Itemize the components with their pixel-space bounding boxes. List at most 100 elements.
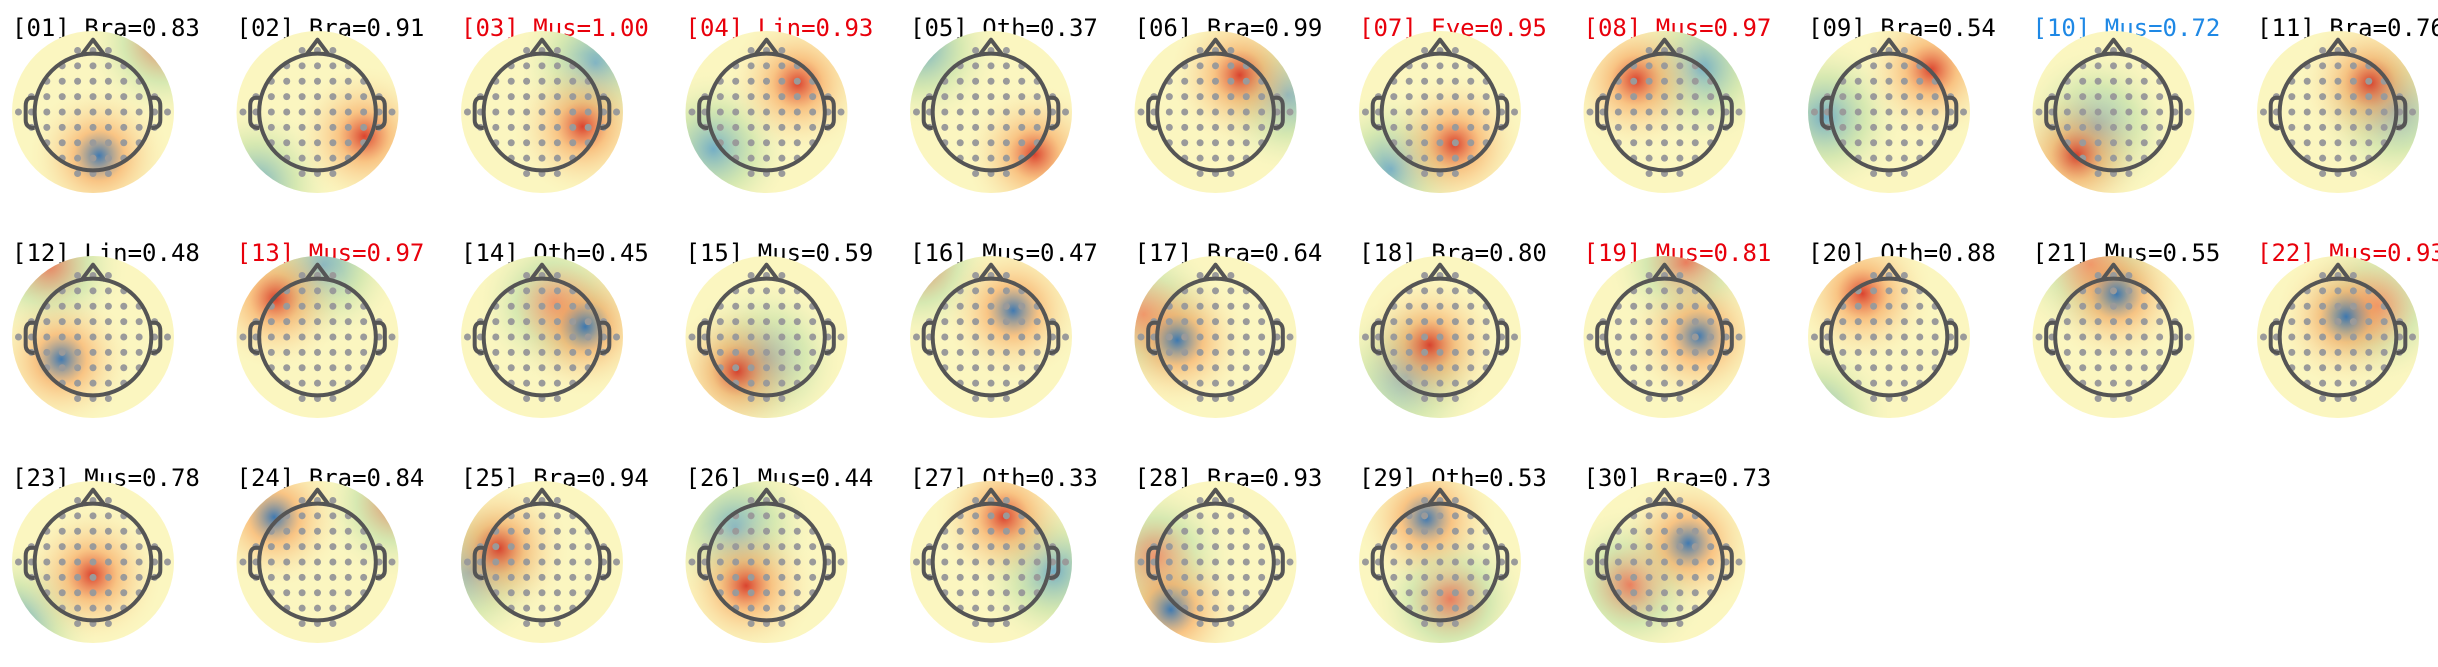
electrode <box>74 46 82 54</box>
electrode <box>1405 123 1413 131</box>
electrode <box>2140 108 2148 116</box>
electrode <box>1900 77 1908 85</box>
electrode <box>1212 77 1219 85</box>
electrode <box>1405 558 1413 566</box>
electrode <box>1181 318 1189 326</box>
electrode <box>778 62 786 70</box>
electrode <box>747 287 755 295</box>
electrode <box>1661 348 1668 356</box>
electrode <box>2079 93 2087 101</box>
electrode <box>43 543 51 551</box>
electrode <box>1196 364 1204 372</box>
electrode <box>1227 496 1235 504</box>
electrode <box>1212 604 1219 612</box>
electrode <box>388 333 396 341</box>
electrode <box>1645 348 1653 356</box>
electrode <box>1645 333 1653 341</box>
electrode <box>1451 620 1459 628</box>
electrode <box>987 512 995 520</box>
electrode <box>1242 108 1250 116</box>
electrode <box>1661 589 1668 597</box>
electrode <box>987 348 995 356</box>
electrode <box>74 512 82 520</box>
electrode <box>1196 108 1204 116</box>
electrode <box>553 573 561 581</box>
electrode <box>1467 543 1475 551</box>
electrode <box>523 573 531 581</box>
electrode <box>135 108 143 116</box>
electrode <box>1691 589 1699 597</box>
electrode <box>2319 77 2327 85</box>
electrode <box>239 333 247 341</box>
electrode <box>523 123 531 131</box>
electrode <box>58 543 66 551</box>
electrode <box>1900 46 1908 54</box>
electrode <box>1227 573 1235 581</box>
electrode <box>1676 154 1684 162</box>
electrode <box>793 589 801 597</box>
ear <box>824 545 836 580</box>
electrode <box>912 558 920 566</box>
head-outline <box>1604 51 1725 173</box>
nose <box>1426 262 1454 282</box>
ear <box>248 545 260 580</box>
electrode <box>778 77 786 85</box>
electrode <box>283 348 291 356</box>
electrode <box>1421 154 1429 162</box>
electrode <box>89 62 97 70</box>
electrode <box>298 379 306 387</box>
electrode <box>329 62 337 70</box>
electrode <box>747 604 755 612</box>
electrode <box>1614 543 1622 551</box>
electrode <box>1196 496 1204 504</box>
electrode <box>1691 93 1699 101</box>
electrode <box>1390 93 1398 101</box>
electrode <box>538 348 546 356</box>
electrode <box>2156 123 2164 131</box>
electrode <box>104 318 112 326</box>
electrode <box>1181 93 1189 101</box>
electrode <box>1630 93 1638 101</box>
electrode <box>732 589 740 597</box>
electrode <box>507 348 515 356</box>
electrode <box>463 333 471 341</box>
electrode <box>523 543 531 551</box>
electrode <box>584 318 592 326</box>
electrode <box>388 558 396 566</box>
electrode <box>492 348 500 356</box>
electrode <box>553 302 561 310</box>
electrode <box>716 318 724 326</box>
electrode <box>778 170 786 178</box>
electrode <box>1676 287 1684 295</box>
electrode <box>43 318 51 326</box>
head-outline <box>32 51 154 173</box>
electrode <box>135 123 143 131</box>
electrode <box>1451 348 1459 356</box>
electrode <box>732 348 740 356</box>
electrode <box>89 364 97 372</box>
electrode <box>987 543 995 551</box>
electrode <box>1735 558 1743 566</box>
electrode <box>1916 364 1924 372</box>
electrode <box>523 93 531 101</box>
electrode <box>14 333 22 341</box>
electrode <box>2319 93 2327 101</box>
electrode <box>1885 139 1893 147</box>
electrode <box>329 333 337 341</box>
electrode <box>2380 333 2388 341</box>
electrode <box>1661 93 1668 101</box>
ear <box>921 545 934 580</box>
electrode <box>1645 77 1653 85</box>
electrode <box>2319 364 2327 372</box>
electrode <box>1870 395 1878 403</box>
electrode <box>1900 123 1908 131</box>
electrode <box>74 496 82 504</box>
ear <box>248 95 260 130</box>
electrode <box>1421 62 1429 70</box>
electrode <box>1390 558 1398 566</box>
electrode <box>1390 108 1398 116</box>
electrode <box>732 318 740 326</box>
electrode <box>1645 496 1653 504</box>
electrode <box>778 302 786 310</box>
electrode <box>553 271 561 279</box>
